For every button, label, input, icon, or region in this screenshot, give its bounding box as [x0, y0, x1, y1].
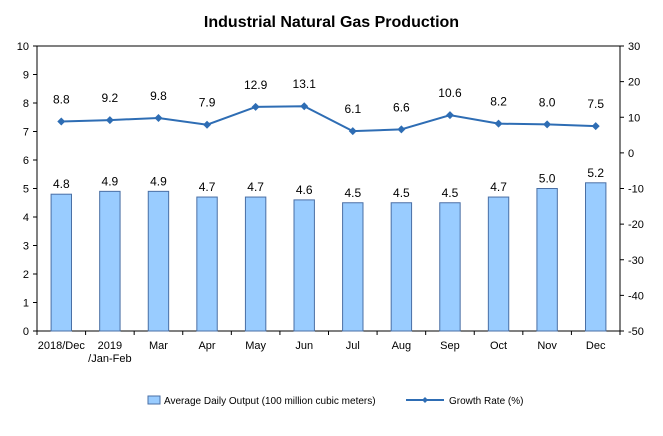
bar-data-label: 4.9	[150, 174, 167, 188]
growth-rate-point	[57, 117, 66, 126]
line-data-label: 9.8	[150, 89, 167, 103]
left-axis-tick-label: 6	[23, 155, 29, 167]
bar-data-label: 4.5	[344, 186, 361, 200]
left-axis-tick-label: 7	[23, 127, 29, 139]
right-axis-tick-label: 0	[628, 148, 634, 160]
line-data-label: 8.2	[490, 95, 507, 109]
right-axis-tick-label: -40	[628, 290, 644, 302]
line-data-label: 8.8	[53, 93, 70, 107]
chart-title: Industrial Natural Gas Production	[203, 14, 460, 31]
x-axis-tick-label: May	[245, 340, 266, 352]
right-axis-tick-label: -50	[628, 326, 644, 338]
growth-rate-point	[251, 102, 260, 111]
bar-data-label: 5.0	[539, 172, 556, 186]
right-axis-tick-label: 30	[628, 41, 640, 53]
right-axis-tick-label: -20	[628, 219, 644, 231]
growth-rate-point	[348, 127, 357, 136]
left-axis-tick-label: 0	[23, 326, 29, 338]
left-axis-tick-label: 1	[23, 298, 29, 310]
line-data-label: 12.9	[244, 78, 268, 92]
left-axis-tick-label: 9	[23, 70, 29, 82]
bar-avg-daily-output	[50, 193, 72, 332]
left-axis-tick-label: 2	[23, 269, 29, 281]
bar-avg-daily-output	[439, 202, 461, 332]
left-axis-tick-label: 3	[23, 241, 29, 253]
bar-avg-daily-output	[293, 199, 315, 332]
line-data-label: 7.9	[199, 96, 216, 110]
bar-data-label: 4.5	[393, 186, 410, 200]
bar-avg-daily-output	[99, 190, 121, 332]
right-axis-tick-label: -10	[628, 184, 644, 196]
x-axis-tick-label: Dec	[586, 340, 606, 352]
left-axis-tick-label: 10	[17, 41, 29, 53]
legend-bar-swatch	[147, 395, 161, 405]
growth-rate-point	[591, 122, 600, 131]
bar-data-label: 4.7	[199, 180, 216, 194]
growth-rate-point	[154, 113, 163, 122]
bar-data-label: 4.7	[247, 180, 264, 194]
line-data-label: 8.0	[539, 95, 556, 109]
growth-rate-point	[397, 125, 406, 134]
growth-rate-point	[300, 102, 309, 111]
x-axis-tick-label: 2019/Jan-Feb	[88, 340, 131, 365]
growth-rate-point	[203, 120, 212, 129]
bar-avg-daily-output	[244, 196, 267, 332]
legend-line-label: Growth Rate (%)	[449, 396, 523, 407]
line-data-label: 6.1	[344, 102, 361, 116]
left-axis-tick-label: 5	[23, 184, 29, 196]
line-data-label: 13.1	[293, 77, 317, 91]
bar-avg-daily-output	[390, 202, 413, 332]
bar-data-label: 4.5	[442, 186, 459, 200]
bar-data-label: 5.2	[587, 166, 604, 180]
bar-avg-daily-output	[585, 182, 607, 332]
line-data-label: 7.5	[587, 97, 604, 111]
bar-avg-daily-output	[536, 188, 558, 332]
growth-rate-point	[105, 116, 114, 125]
legend-bar-label: Average Daily Output (100 million cubic …	[164, 396, 376, 407]
bar-avg-daily-output	[342, 202, 364, 332]
x-axis-tick-label: Sep	[440, 340, 460, 352]
x-axis-tick-label: Mar	[149, 340, 168, 352]
x-axis-tick-label: Oct	[490, 340, 507, 352]
left-axis-tick-label: 4	[23, 212, 29, 224]
growth-rate-point	[494, 119, 503, 128]
left-axis-tick-label: 8	[23, 98, 29, 110]
bar-data-label: 4.9	[102, 174, 119, 188]
bar-data-label: 4.6	[296, 183, 313, 197]
x-axis-tick-label: 2018/Dec	[38, 340, 86, 352]
growth-rate-point	[543, 120, 552, 129]
growth-rate-point	[445, 111, 454, 120]
right-axis-tick-label: -30	[628, 255, 644, 267]
bar-data-label: 4.8	[53, 177, 70, 191]
x-axis-tick-label: Nov	[537, 340, 557, 352]
legend-line-marker	[422, 397, 428, 403]
x-axis-tick-label: Aug	[392, 340, 412, 352]
right-axis-tick-label: 20	[628, 77, 640, 89]
x-axis-tick-label: Apr	[198, 340, 215, 352]
line-data-label: 9.2	[102, 91, 119, 105]
bar-data-label: 4.7	[490, 180, 507, 194]
bar-avg-daily-output	[147, 190, 170, 332]
bar-avg-daily-output	[196, 196, 218, 332]
x-axis-tick-label: Jun	[295, 340, 313, 352]
x-axis-tick-label: Jul	[346, 340, 360, 352]
line-data-label: 10.6	[438, 86, 462, 100]
growth-rate-line	[61, 105, 596, 133]
line-data-label: 6.6	[393, 100, 410, 114]
right-axis-tick-label: 10	[628, 112, 640, 124]
plot-frame	[36, 45, 621, 332]
bar-avg-daily-output	[487, 196, 510, 332]
